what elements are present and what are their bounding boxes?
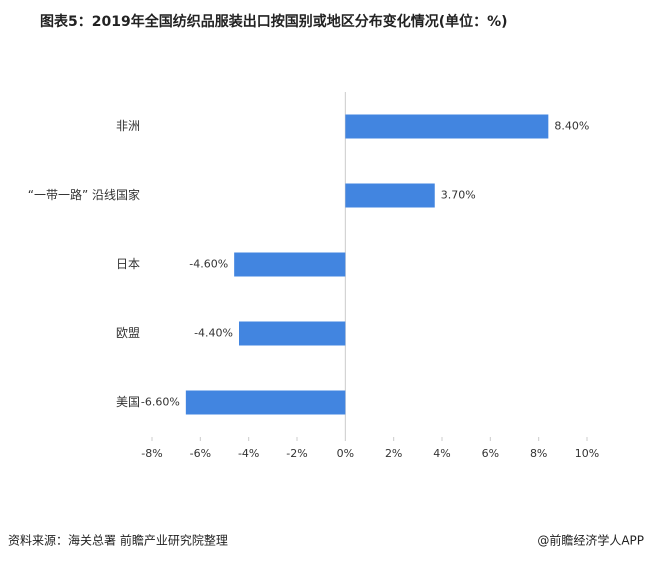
value-label: -6.60% <box>141 396 180 409</box>
x-tick-label: -8% <box>141 447 162 460</box>
value-label: -4.60% <box>189 258 228 271</box>
x-tick-label: 6% <box>482 447 499 460</box>
chart-title: 图表5：2019年全国纺织品服装出口按国别或地区分布变化情况(单位：%) <box>40 13 508 30</box>
y-tick-label: 欧盟 <box>116 326 140 340</box>
x-tick-label: 0% <box>337 447 354 460</box>
x-tick-label: 8% <box>530 447 547 460</box>
credit: @前瞻经济学人APP <box>537 533 644 548</box>
bar <box>345 183 435 208</box>
x-tick-label: 2% <box>385 447 402 460</box>
x-tick-label: 10% <box>575 447 599 460</box>
y-tick-label: 美国 <box>116 395 140 409</box>
bar <box>234 252 346 277</box>
x-tick-label: -2% <box>286 447 307 460</box>
bar <box>345 114 549 139</box>
y-tick-label: 日本 <box>116 257 140 271</box>
source: 资料来源：海关总署 前瞻产业研究院整理 <box>8 533 228 548</box>
x-tick-label: -6% <box>190 447 211 460</box>
y-tick-label: “一带一路” 沿线国家 <box>28 187 140 202</box>
y-tick-label: 非洲 <box>116 119 140 133</box>
x-tick-label: 4% <box>433 447 450 460</box>
value-label: -4.40% <box>194 327 233 340</box>
value-label: 8.40% <box>554 120 589 133</box>
value-label: 3.70% <box>441 189 476 202</box>
bar <box>239 321 346 346</box>
x-tick-label: -4% <box>238 447 259 460</box>
bar <box>185 390 346 415</box>
